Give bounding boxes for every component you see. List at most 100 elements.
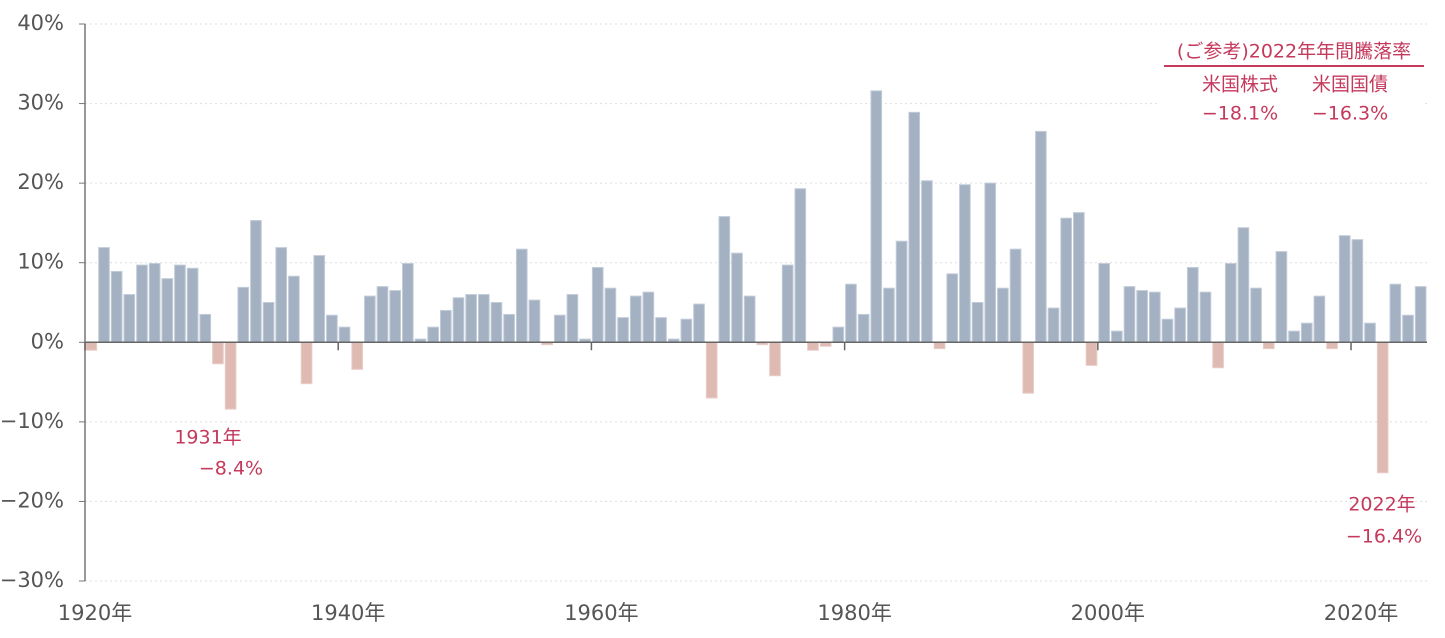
bar — [1262, 341, 1275, 350]
bar — [351, 341, 364, 370]
y-tick-label: −30% — [0, 568, 64, 592]
bar — [591, 266, 604, 343]
bar — [908, 111, 921, 343]
bar — [781, 264, 794, 343]
bar — [1224, 263, 1237, 343]
y-tick-label: 10% — [17, 250, 64, 274]
bar — [1047, 307, 1060, 343]
bar — [832, 326, 845, 343]
bar — [566, 294, 579, 343]
bar — [1199, 291, 1212, 343]
bar — [237, 286, 250, 343]
bar — [1060, 217, 1073, 343]
reference-title: (ご参考)2022年年間騰落率 — [1177, 41, 1411, 63]
bar — [997, 287, 1009, 343]
bar — [1275, 251, 1288, 343]
bar — [718, 216, 731, 343]
bar — [161, 278, 174, 343]
bar — [553, 314, 566, 343]
bars — [85, 90, 1427, 474]
bar — [604, 287, 617, 343]
bar — [1212, 341, 1224, 369]
reference-value: −16.3% — [1312, 103, 1388, 125]
bar — [1174, 307, 1186, 343]
bar — [98, 247, 110, 343]
bar — [503, 313, 515, 343]
y-tick-label: −10% — [0, 409, 64, 433]
annotation-year: 1931年 — [174, 427, 241, 449]
bar — [174, 264, 186, 343]
bar — [389, 290, 402, 343]
bar — [338, 326, 351, 343]
bar — [1136, 290, 1148, 343]
bar — [1351, 239, 1364, 343]
y-tick-label: 0% — [31, 329, 64, 353]
bar — [275, 247, 288, 343]
bar — [402, 263, 414, 343]
bar — [465, 294, 477, 343]
bar — [528, 299, 541, 343]
bar — [1250, 287, 1262, 343]
bar — [1073, 212, 1085, 343]
bar — [1022, 341, 1035, 394]
bar — [1364, 322, 1376, 343]
bar — [1300, 322, 1313, 343]
bar — [971, 302, 984, 343]
bar — [262, 302, 275, 343]
bar — [655, 317, 667, 343]
bar — [642, 291, 655, 343]
bar — [883, 287, 895, 343]
bar — [1288, 330, 1300, 343]
bar — [376, 286, 389, 343]
bar — [1098, 263, 1110, 343]
bar — [1009, 248, 1022, 343]
y-tick-label: 30% — [17, 91, 64, 115]
bar — [85, 341, 98, 351]
bar — [1123, 286, 1136, 343]
bar — [731, 252, 743, 343]
y-tick-label: 20% — [17, 170, 64, 194]
reference-name: 米国国債 — [1312, 74, 1388, 96]
y-tick-label: 40% — [17, 11, 64, 35]
bar — [617, 317, 629, 343]
bar — [743, 295, 756, 343]
bar — [199, 313, 212, 343]
bar — [212, 341, 224, 365]
bar — [136, 264, 148, 343]
bar — [705, 341, 718, 399]
reference-box — [1160, 40, 1425, 125]
x-tick-label: 1920年 — [58, 601, 132, 625]
bar — [1161, 318, 1174, 343]
bar — [1110, 330, 1123, 343]
bar — [1237, 227, 1250, 343]
x-tick-label: 1980年 — [817, 601, 891, 625]
bar — [933, 341, 946, 350]
bar — [110, 270, 123, 343]
bar — [186, 267, 199, 343]
bar — [313, 255, 326, 343]
bar — [1186, 266, 1199, 343]
bar — [629, 295, 642, 343]
bar — [769, 341, 781, 377]
x-tick-label: 1960年 — [564, 601, 638, 625]
bar — [1035, 130, 1047, 343]
bar — [1402, 314, 1414, 343]
bar — [857, 313, 870, 343]
annotation-value: −16.4% — [1346, 526, 1422, 548]
x-tick-label: 2020年 — [1324, 601, 1398, 625]
bar — [123, 294, 136, 343]
bar — [364, 295, 376, 343]
x-tick-label: 1940年 — [311, 601, 385, 625]
bar — [515, 248, 528, 343]
bar — [1389, 283, 1402, 343]
bar — [1376, 341, 1389, 474]
bar — [680, 318, 693, 343]
bar — [1414, 286, 1427, 343]
bar — [148, 263, 161, 343]
bar — [490, 302, 503, 343]
bar — [895, 240, 908, 343]
bar — [1326, 341, 1338, 350]
bar — [984, 182, 997, 343]
axes: −30% −20% −10% 0% 10% 20% 30% 40% 1920年 1940年 1960… — [0, 11, 1427, 625]
